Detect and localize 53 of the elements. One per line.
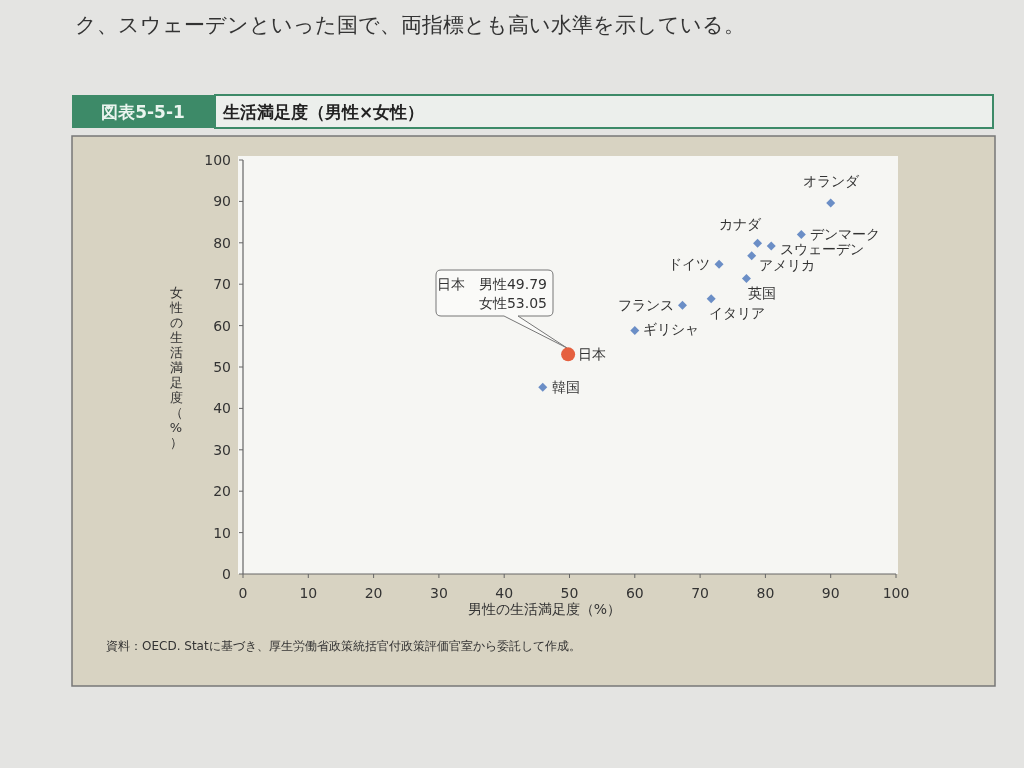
y-tick-label: 40 bbox=[213, 400, 231, 417]
y-tick-label: 90 bbox=[213, 193, 231, 210]
text: 女性の生活満足度（%） bbox=[169, 285, 183, 450]
point bbox=[561, 347, 576, 362]
point bbox=[826, 198, 836, 208]
y-tick-label: 20 bbox=[213, 483, 231, 500]
point bbox=[747, 251, 757, 261]
x-tick-label: 10 bbox=[299, 585, 318, 601]
text: 資料：OECD. Statに基づき、厚生労働省政策統括官付政策評価官室から委託して作成。 bbox=[106, 639, 581, 653]
point bbox=[714, 259, 724, 269]
point bbox=[677, 300, 687, 310]
point bbox=[741, 273, 751, 283]
y-tick-label: 50 bbox=[213, 359, 231, 375]
annotation: イタリア bbox=[709, 304, 766, 321]
x-tick-label: 90 bbox=[821, 585, 840, 601]
annotation: オランダ bbox=[802, 173, 860, 190]
point bbox=[796, 230, 806, 240]
annotation: フランス bbox=[618, 297, 675, 314]
x-tick-label: 30 bbox=[429, 585, 448, 601]
chart-title: 生活満足度（男性×女性） bbox=[222, 102, 425, 122]
x-tick-label: 100 bbox=[882, 585, 910, 601]
x-tick-label: 20 bbox=[364, 585, 383, 601]
annotation: ドイツ bbox=[668, 256, 711, 273]
point bbox=[706, 294, 716, 304]
y-tick-label: 100 bbox=[204, 152, 231, 168]
annotation: スウェーデン bbox=[780, 241, 865, 258]
x-tick-label: 80 bbox=[756, 585, 775, 601]
x-tick-label: 70 bbox=[691, 585, 710, 601]
annotation: 日本 bbox=[578, 346, 607, 363]
annotation: 韓国 bbox=[551, 379, 580, 396]
x-tick-label: 50 bbox=[560, 585, 579, 601]
annotation: 日本 男性49.79 女性53.05 bbox=[436, 276, 547, 311]
annotation: ギリシャ bbox=[642, 320, 699, 337]
annotation: 英国 bbox=[748, 285, 777, 302]
y-tick-label: 10 bbox=[213, 524, 231, 541]
text: ク、スウェーデンといった国で、両指標とも高い水準を示している。 bbox=[75, 13, 745, 37]
y-tick-label: 0 bbox=[222, 566, 231, 582]
annotation: デンマーク bbox=[810, 225, 881, 242]
x-tick-label: 40 bbox=[495, 585, 514, 601]
y-tick-label: 60 bbox=[213, 317, 231, 334]
y-tick-label: 30 bbox=[213, 441, 231, 458]
point bbox=[753, 238, 763, 248]
y-tick-label: 80 bbox=[213, 234, 231, 251]
x-tick-label: 60 bbox=[625, 585, 644, 601]
annotation: カナダ bbox=[718, 216, 762, 233]
annotation: アメリカ bbox=[758, 256, 815, 273]
x-tick-label: 0 bbox=[238, 585, 248, 601]
x-axis-title: 男性の生活満足度（%） bbox=[467, 601, 622, 617]
point bbox=[766, 241, 776, 251]
y-tick-label: 70 bbox=[213, 276, 231, 293]
point bbox=[630, 326, 640, 336]
point bbox=[538, 382, 548, 392]
chart-subtitle: 図表5-5-1 bbox=[101, 102, 185, 122]
